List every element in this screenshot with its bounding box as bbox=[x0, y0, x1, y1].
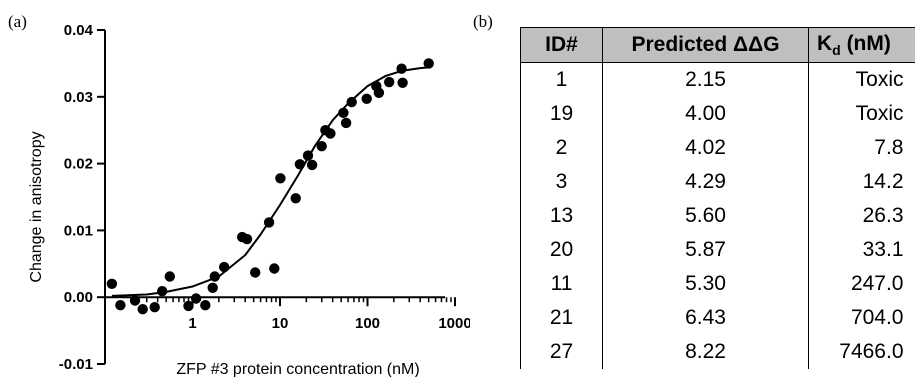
data-point bbox=[200, 300, 211, 311]
data-point bbox=[294, 159, 306, 170]
cell-kd: Toxic bbox=[808, 62, 915, 97]
y-tick-label: -0.01 bbox=[59, 356, 93, 373]
cell-kd: Toxic bbox=[808, 97, 915, 131]
cell-kd: 14.2 bbox=[808, 165, 915, 199]
table-body: 1 2.15 Toxic 19 4.00 Toxic 2 4.02 7.8 3 4.29 14.2 13… bbox=[520, 62, 915, 369]
cell-kd: 7466.0 bbox=[808, 335, 915, 369]
table-row: 20 5.87 33.1 bbox=[520, 233, 915, 267]
data-point bbox=[190, 293, 202, 304]
data-point bbox=[384, 76, 395, 88]
cell-id: 1 bbox=[520, 62, 603, 97]
panel-b-label: (b) bbox=[473, 12, 493, 31]
table-row: 21 6.43 704.0 bbox=[520, 301, 915, 335]
data-point bbox=[183, 300, 194, 312]
cell-id: 20 bbox=[520, 233, 603, 267]
header-kd-sub: d bbox=[832, 42, 841, 59]
cell-id: 3 bbox=[520, 165, 603, 199]
y-tick-label: 0.00 bbox=[64, 289, 93, 306]
cell-id: 21 bbox=[520, 301, 603, 335]
header-kd: Kd (nM) bbox=[808, 27, 915, 63]
data-point bbox=[316, 141, 327, 152]
table-row: 1 2.15 Toxic bbox=[520, 62, 915, 97]
data-point bbox=[423, 58, 434, 69]
data-point bbox=[340, 117, 352, 129]
data-point bbox=[219, 261, 230, 273]
header-kd-main: K bbox=[817, 31, 833, 55]
x-tick-label: 10 bbox=[272, 315, 289, 332]
header-id: ID# bbox=[520, 27, 603, 63]
cell-id: 19 bbox=[520, 97, 603, 131]
cell-ddg: 4.29 bbox=[602, 165, 809, 199]
y-tick-label: 0.01 bbox=[64, 222, 93, 239]
cell-ddg: 6.43 bbox=[602, 301, 809, 335]
data-point bbox=[338, 107, 349, 119]
fit-curve-group bbox=[111, 66, 429, 297]
cell-ddg: 5.87 bbox=[602, 233, 809, 267]
y-tick-label: 0.02 bbox=[64, 156, 93, 173]
data-point bbox=[164, 271, 175, 282]
table-row: 2 4.02 7.8 bbox=[520, 131, 915, 165]
data-point bbox=[269, 263, 280, 274]
table-row: 3 4.29 14.2 bbox=[520, 165, 915, 199]
panel-a-label: (a) bbox=[8, 12, 27, 31]
data-point bbox=[129, 295, 141, 306]
y-tick-label: 0.04 bbox=[64, 22, 94, 39]
fit-curve bbox=[111, 66, 429, 297]
anisotropy-chart: -0.01 0.00 0.01 0.02 0.03 0.04 1 10 100 1000 Chan… bbox=[28, 22, 470, 377]
table-row: 11 5.30 247.0 bbox=[520, 267, 915, 301]
y-axis-label: Change in anisotropy bbox=[28, 131, 45, 282]
table-row: 19 4.00 Toxic bbox=[520, 97, 915, 131]
header-kd-unit: (nM) bbox=[840, 31, 891, 55]
cell-ddg: 4.02 bbox=[602, 131, 809, 165]
data-point bbox=[207, 282, 218, 293]
cell-id: 13 bbox=[520, 199, 603, 233]
kd-table: ID# Predicted ΔΔG Kd (nM) 1 2.15 Toxic 19 4.… bbox=[520, 27, 915, 369]
x-tick-label: 100 bbox=[355, 315, 380, 332]
cell-ddg: 5.30 bbox=[602, 267, 809, 301]
data-point bbox=[373, 87, 385, 99]
data-point bbox=[149, 302, 160, 313]
x-tick-label: 1000 bbox=[438, 315, 470, 332]
cell-kd: 33.1 bbox=[808, 233, 915, 267]
table-header-row: ID# Predicted ΔΔG Kd (nM) bbox=[520, 27, 915, 63]
data-point bbox=[263, 217, 275, 228]
data-points bbox=[106, 58, 434, 315]
cell-kd: 247.0 bbox=[808, 267, 915, 301]
y-tick-label: 0.03 bbox=[64, 89, 93, 106]
cell-ddg: 5.60 bbox=[602, 199, 809, 233]
table-row: 13 5.60 26.3 bbox=[520, 199, 915, 233]
data-point bbox=[275, 173, 286, 184]
cell-ddg: 4.00 bbox=[602, 97, 809, 131]
cell-id: 27 bbox=[520, 335, 603, 369]
data-point bbox=[250, 267, 261, 278]
cell-kd: 7.8 bbox=[808, 131, 915, 165]
cell-kd: 704.0 bbox=[808, 301, 915, 335]
cell-ddg: 2.15 bbox=[602, 62, 809, 97]
data-point bbox=[325, 128, 336, 139]
data-point bbox=[137, 304, 148, 315]
data-point bbox=[241, 233, 253, 245]
data-point bbox=[396, 63, 407, 74]
data-point bbox=[361, 93, 372, 105]
cell-id: 2 bbox=[520, 131, 603, 165]
cell-ddg: 8.22 bbox=[602, 335, 809, 369]
cell-kd: 26.3 bbox=[808, 199, 915, 233]
cell-id: 11 bbox=[520, 267, 603, 301]
table-row: 27 8.22 7466.0 bbox=[520, 335, 915, 369]
axes: -0.01 0.00 0.01 0.02 0.03 0.04 1 10 100 1000 bbox=[59, 22, 470, 373]
header-ddg: Predicted ΔΔG bbox=[602, 27, 809, 63]
data-point bbox=[115, 300, 126, 311]
data-point bbox=[302, 150, 314, 161]
data-point bbox=[106, 278, 118, 289]
x-axis-label: ZFP #3 protein concentration (nM) bbox=[176, 361, 419, 377]
data-point bbox=[306, 159, 318, 171]
data-point bbox=[346, 96, 357, 108]
x-tick-label: 1 bbox=[188, 315, 196, 332]
data-point bbox=[209, 271, 220, 282]
data-point bbox=[290, 193, 301, 204]
data-point bbox=[397, 77, 408, 89]
data-point bbox=[157, 286, 168, 297]
